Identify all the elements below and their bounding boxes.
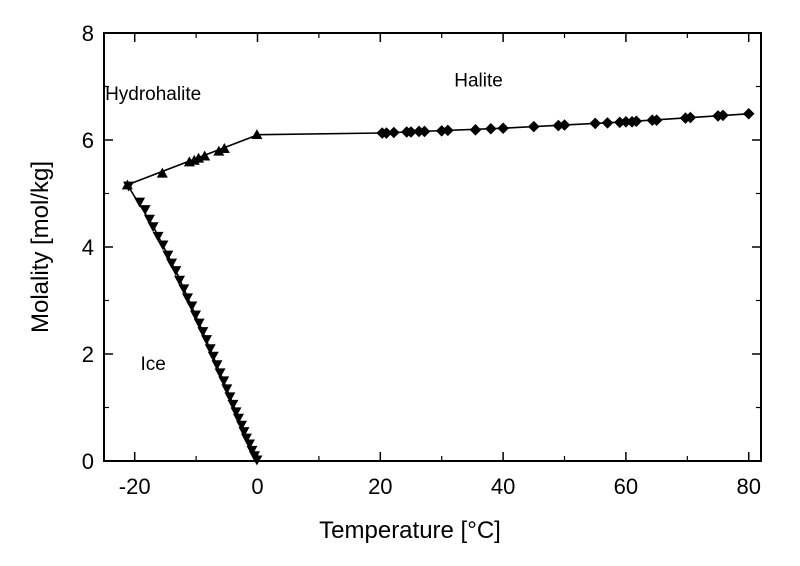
data-point-triangle-down	[197, 327, 209, 338]
data-point-diamond	[528, 120, 540, 133]
data-point-triangle-down	[174, 275, 186, 286]
data-point-triangle-down	[246, 445, 258, 456]
data-point-triangle-down	[238, 427, 250, 438]
y-tick-label: 0	[82, 449, 94, 474]
data-point-triangle-up	[213, 145, 225, 156]
data-point-triangle-down	[221, 384, 233, 395]
data-point-triangle-down	[236, 420, 248, 431]
data-point-triangle-down	[240, 433, 252, 444]
y-axis-title: Molality [mol/kg]	[27, 161, 54, 333]
data-point-triangle-down	[204, 344, 216, 355]
data-point-diamond	[717, 109, 729, 122]
data-point-triangle-down	[123, 181, 135, 192]
data-point-diamond	[469, 124, 482, 136]
data-point-triangle-down	[147, 222, 159, 233]
region-label: Ice	[140, 354, 165, 375]
data-point-diamond	[742, 108, 755, 120]
data-point-triangle-down	[166, 258, 178, 269]
data-point-triangle-down	[211, 360, 223, 371]
data-point-diamond	[614, 116, 626, 129]
y-tick-label: 6	[82, 128, 94, 153]
region-label: Hydrohalite	[105, 84, 201, 105]
data-point-triangle-down	[227, 399, 239, 410]
x-tick-label: -20	[119, 474, 151, 499]
data-point-triangle-down	[157, 240, 169, 251]
data-point-triangle-up	[199, 150, 211, 161]
data-point-triangle-down	[139, 205, 151, 216]
data-point-triangle-down	[182, 293, 194, 304]
y-tick-label: 8	[82, 21, 94, 46]
data-point-triangle-down	[162, 250, 174, 261]
data-point-triangle-down	[186, 301, 198, 312]
x-tick-label: 40	[491, 474, 515, 499]
data-point-triangle-down	[214, 368, 226, 379]
data-point-triangle-down	[193, 318, 205, 329]
y-tick-label: 2	[82, 342, 94, 367]
data-point-diamond	[497, 122, 509, 135]
data-point-diamond	[442, 124, 454, 137]
data-point-triangle-up	[156, 167, 168, 178]
data-point-triangle-down	[143, 214, 155, 225]
data-point-triangle-down	[230, 407, 242, 418]
x-tick-label: 80	[736, 474, 760, 499]
data-point-triangle-up	[218, 143, 230, 153]
x-axis-title: Temperature [°C]	[319, 517, 501, 544]
data-point-triangle-down	[178, 284, 190, 295]
data-point-triangle-up	[251, 129, 263, 140]
region-label: Halite	[454, 71, 503, 92]
data-point-triangle-down	[207, 351, 219, 362]
annotations: Hydrohalite Halite Ice	[105, 71, 503, 376]
series-lines	[126, 113, 749, 462]
data-point-diamond	[485, 122, 497, 135]
y-tick-label: 4	[82, 235, 94, 260]
data-point-diamond	[558, 119, 571, 131]
data-point-triangle-down	[232, 413, 244, 424]
data-point-diamond	[380, 127, 393, 139]
data-point-triangle-down	[244, 439, 256, 450]
series-markers	[121, 108, 755, 466]
data-point-triangle-down	[251, 455, 263, 466]
x-tick-label: 60	[614, 474, 638, 499]
data-point-triangle-down	[189, 310, 201, 321]
data-point-diamond	[630, 115, 643, 128]
axis-ticks: -20 0 20 40 60 80 0 2 4 6 8	[82, 21, 761, 499]
data-point-diamond	[405, 126, 417, 138]
data-point-diamond	[620, 116, 632, 128]
data-point-diamond	[684, 111, 697, 124]
data-point-triangle-down	[224, 392, 236, 403]
data-point-diamond	[601, 117, 614, 129]
data-point-triangle-down	[201, 335, 213, 346]
data-point-triangle-down	[218, 376, 230, 387]
data-point-diamond	[650, 114, 663, 126]
data-point-diamond	[418, 125, 431, 138]
x-tick-label: 0	[251, 474, 263, 499]
data-point-triangle-down	[152, 231, 164, 242]
data-point-triangle-down	[170, 266, 182, 277]
data-point-diamond	[589, 117, 601, 130]
data-point-diamond	[388, 126, 400, 139]
x-tick-label: 20	[368, 474, 392, 499]
plot-frame	[103, 32, 762, 462]
data-point-triangle-down	[134, 197, 146, 208]
